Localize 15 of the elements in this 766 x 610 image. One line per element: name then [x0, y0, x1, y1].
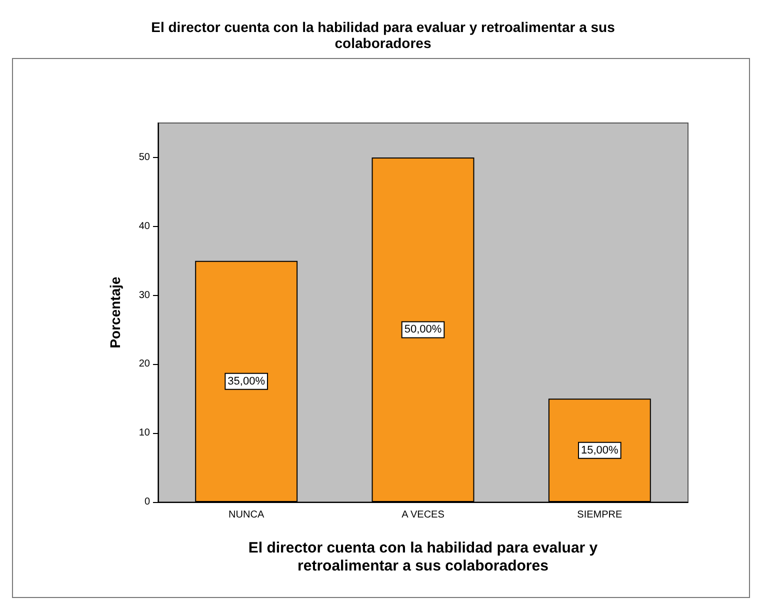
x-axis-title: El director cuenta con la habilidad para evaluar y retroalimentar a sus colaboradores — [248, 539, 598, 574]
data-label: 50,00% — [404, 324, 442, 336]
chart-title: El director cuenta con la habilidad para evaluar y retroalimentar a sus colaboradores — [151, 19, 616, 51]
data-label: 15,00% — [581, 444, 619, 456]
y-tick-label: 30 — [138, 290, 150, 301]
x-tick-label: SIEMPRE — [577, 510, 622, 520]
data-label: 35,00% — [228, 375, 266, 388]
x-tick-label: A VECES — [402, 510, 445, 520]
y-axis-title: Porcentaje — [107, 276, 123, 348]
y-tick-label: 0 — [144, 496, 150, 508]
y-tick-label: 40 — [138, 220, 150, 232]
y-tick-label: 20 — [138, 358, 150, 370]
y-tick-label: 10 — [138, 428, 150, 439]
y-tick-label: 50 — [138, 152, 150, 163]
x-tick-label: NUNCA — [228, 510, 264, 520]
